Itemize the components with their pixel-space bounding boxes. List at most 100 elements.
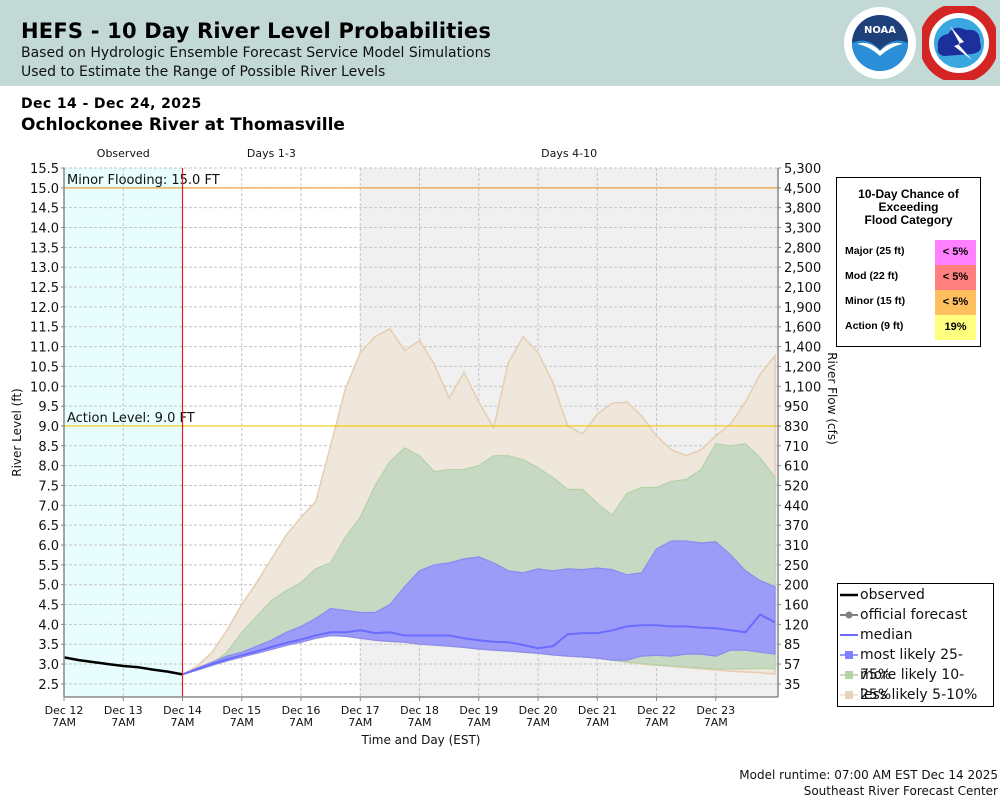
x-tick-label-day: Dec 18	[400, 704, 439, 717]
y2-tick-label: 35	[784, 678, 801, 693]
y2-tick-label: 710	[784, 440, 809, 455]
legend-box-icon	[840, 691, 858, 699]
y2-tick-label: 1,100	[784, 380, 821, 395]
x-tick-label-day: Dec 16	[282, 704, 321, 717]
y-tick-label: 13.0	[30, 261, 59, 276]
x-tick-label-day: Dec 20	[519, 704, 558, 717]
series-group	[64, 327, 776, 676]
x-tick-label-day: Dec 22	[637, 704, 676, 717]
y2-tick-label: 440	[784, 499, 809, 514]
x-tick-label-day: Dec 15	[222, 704, 261, 717]
y2-tick-label: 1,400	[784, 341, 821, 356]
y2-tick-label: 85	[784, 638, 801, 653]
y-tick-label: 10.0	[30, 380, 59, 395]
x-tick-label-time: 7AM	[348, 716, 372, 729]
y-tick-label: 5.5	[38, 559, 59, 574]
x-tick-label-time: 7AM	[645, 716, 669, 729]
y-axis-title: River Level (ft)	[10, 388, 24, 476]
x-tick-label-time: 7AM	[585, 716, 609, 729]
y-tick-label: 12.0	[30, 301, 59, 316]
y2-tick-label: 160	[784, 599, 809, 614]
x-tick-label-time: 7AM	[52, 716, 76, 729]
y-tick-label: 6.0	[38, 539, 59, 554]
flood-row-value: < 5%	[935, 290, 976, 315]
legend-label: more likely 10-25%	[860, 667, 965, 703]
legend-item-more-likely[interactable]: more likely 10-25%	[840, 665, 990, 703]
page-subtitle-1: Based on Hydrologic Ensemble Forecast Se…	[21, 45, 491, 61]
y2-tick-label: 370	[784, 519, 809, 534]
y2-tick-label: 250	[784, 559, 809, 574]
flood-row-value: < 5%	[935, 265, 976, 290]
flood-row-label: Mod (22 ft)	[845, 270, 899, 282]
forecast-center: Southeast River Forecast Center	[803, 784, 998, 798]
median-line	[182, 613, 776, 676]
legend-line-icon	[840, 593, 858, 597]
flood-row-action: Action (9 ft) 19%	[837, 315, 980, 340]
y-tick-label: 9.0	[38, 420, 59, 435]
y2-tick-label: 310	[784, 539, 809, 554]
date-range: Dec 14 - Dec 24, 2025	[21, 96, 202, 112]
legend-item-median[interactable]: median	[840, 625, 990, 645]
page-subtitle-2: Used to Estimate the Range of Possible R…	[21, 64, 386, 80]
flood-row-label: Major (25 ft)	[845, 245, 905, 257]
legend-item-official-forecast[interactable]: official forecast	[840, 605, 990, 625]
y-tick-label: 13.5	[30, 241, 59, 256]
y2-tick-label: 830	[784, 420, 809, 435]
y-tick-label: 8.5	[38, 440, 59, 455]
flood-table-title-line3: Flood Category	[864, 213, 953, 227]
chart-legend: observed official forecast median most l…	[837, 583, 994, 707]
station-name: Ochlockonee River at Thomasville	[21, 115, 345, 135]
legend-label: most likely 25-75%	[860, 647, 963, 683]
y2-tick-label: 2,100	[784, 281, 821, 296]
y2-tick-label: 1,200	[784, 360, 821, 375]
y-tick-label: 15.5	[30, 162, 59, 177]
y2-tick-label: 1,900	[784, 301, 821, 316]
flood-row-label: Action (9 ft)	[845, 320, 904, 332]
legend-box-icon	[840, 651, 858, 659]
x-tick-label-time: 7AM	[170, 716, 194, 729]
y2-tick-label: 5,300	[784, 162, 821, 177]
y-tick-label: 4.0	[38, 618, 59, 633]
legend-line-icon	[840, 634, 858, 636]
legend-item-observed[interactable]: observed	[840, 585, 990, 605]
x-tick-label-time: 7AM	[230, 716, 254, 729]
observed-line	[64, 656, 183, 676]
y2-tick-label: 1,600	[784, 321, 821, 336]
y2-tick-label: 200	[784, 579, 809, 594]
flood-category-table: 10-Day Chance of Exceeding Flood Categor…	[836, 177, 981, 347]
legend-label: observed	[860, 587, 925, 603]
band-most-likely-25-75	[182, 540, 776, 675]
y2-tick-label: 120	[784, 618, 809, 633]
period-label: Observed	[97, 147, 150, 160]
y-tick-label: 7.0	[38, 499, 59, 514]
x-tick-label-time: 7AM	[467, 716, 491, 729]
flood-row-value: < 5%	[935, 240, 976, 265]
y-tick-label: 12.5	[30, 281, 59, 296]
hydrograph-chart: Observed Days 1-3 Days 4-10 Minor Flooding:…	[10, 147, 839, 747]
y-tick-label: 11.5	[30, 321, 59, 336]
y2-tick-label: 610	[784, 460, 809, 475]
y2-tick-label: 3,800	[784, 202, 821, 217]
legend-label: less likely 5-10%	[860, 687, 978, 703]
legend-label: median	[860, 627, 913, 643]
nws-logo[interactable]	[922, 6, 996, 80]
y-tick-label: 9.5	[38, 400, 59, 415]
legend-item-less-likely[interactable]: less likely 5-10%	[840, 685, 990, 705]
x-tick-label-time: 7AM	[111, 716, 135, 729]
x-tick-label-day: Dec 17	[341, 704, 380, 717]
x-tick-label-time: 7AM	[289, 716, 313, 729]
y2-tick-label: 2,500	[784, 261, 821, 276]
noaa-logo[interactable]: NOAA	[843, 6, 917, 80]
period-label: Days 4-10	[541, 147, 597, 160]
legend-item-most-likely[interactable]: most likely 25-75%	[840, 645, 990, 683]
y2-axis-title: River Flow (cfs)	[825, 352, 839, 445]
x-tick-label-day: Dec 14	[163, 704, 202, 717]
legend-box-icon	[840, 671, 858, 679]
y-tick-label: 5.0	[38, 579, 59, 594]
y-tick-label: 3.0	[38, 658, 59, 673]
x-tick-label-time: 7AM	[526, 716, 550, 729]
flood-table-title-line2: Exceeding	[878, 200, 939, 214]
y-tick-label: 14.5	[30, 202, 59, 217]
x-tick-label-day: Dec 13	[104, 704, 143, 717]
x-tick-label-day: Dec 23	[696, 704, 735, 717]
